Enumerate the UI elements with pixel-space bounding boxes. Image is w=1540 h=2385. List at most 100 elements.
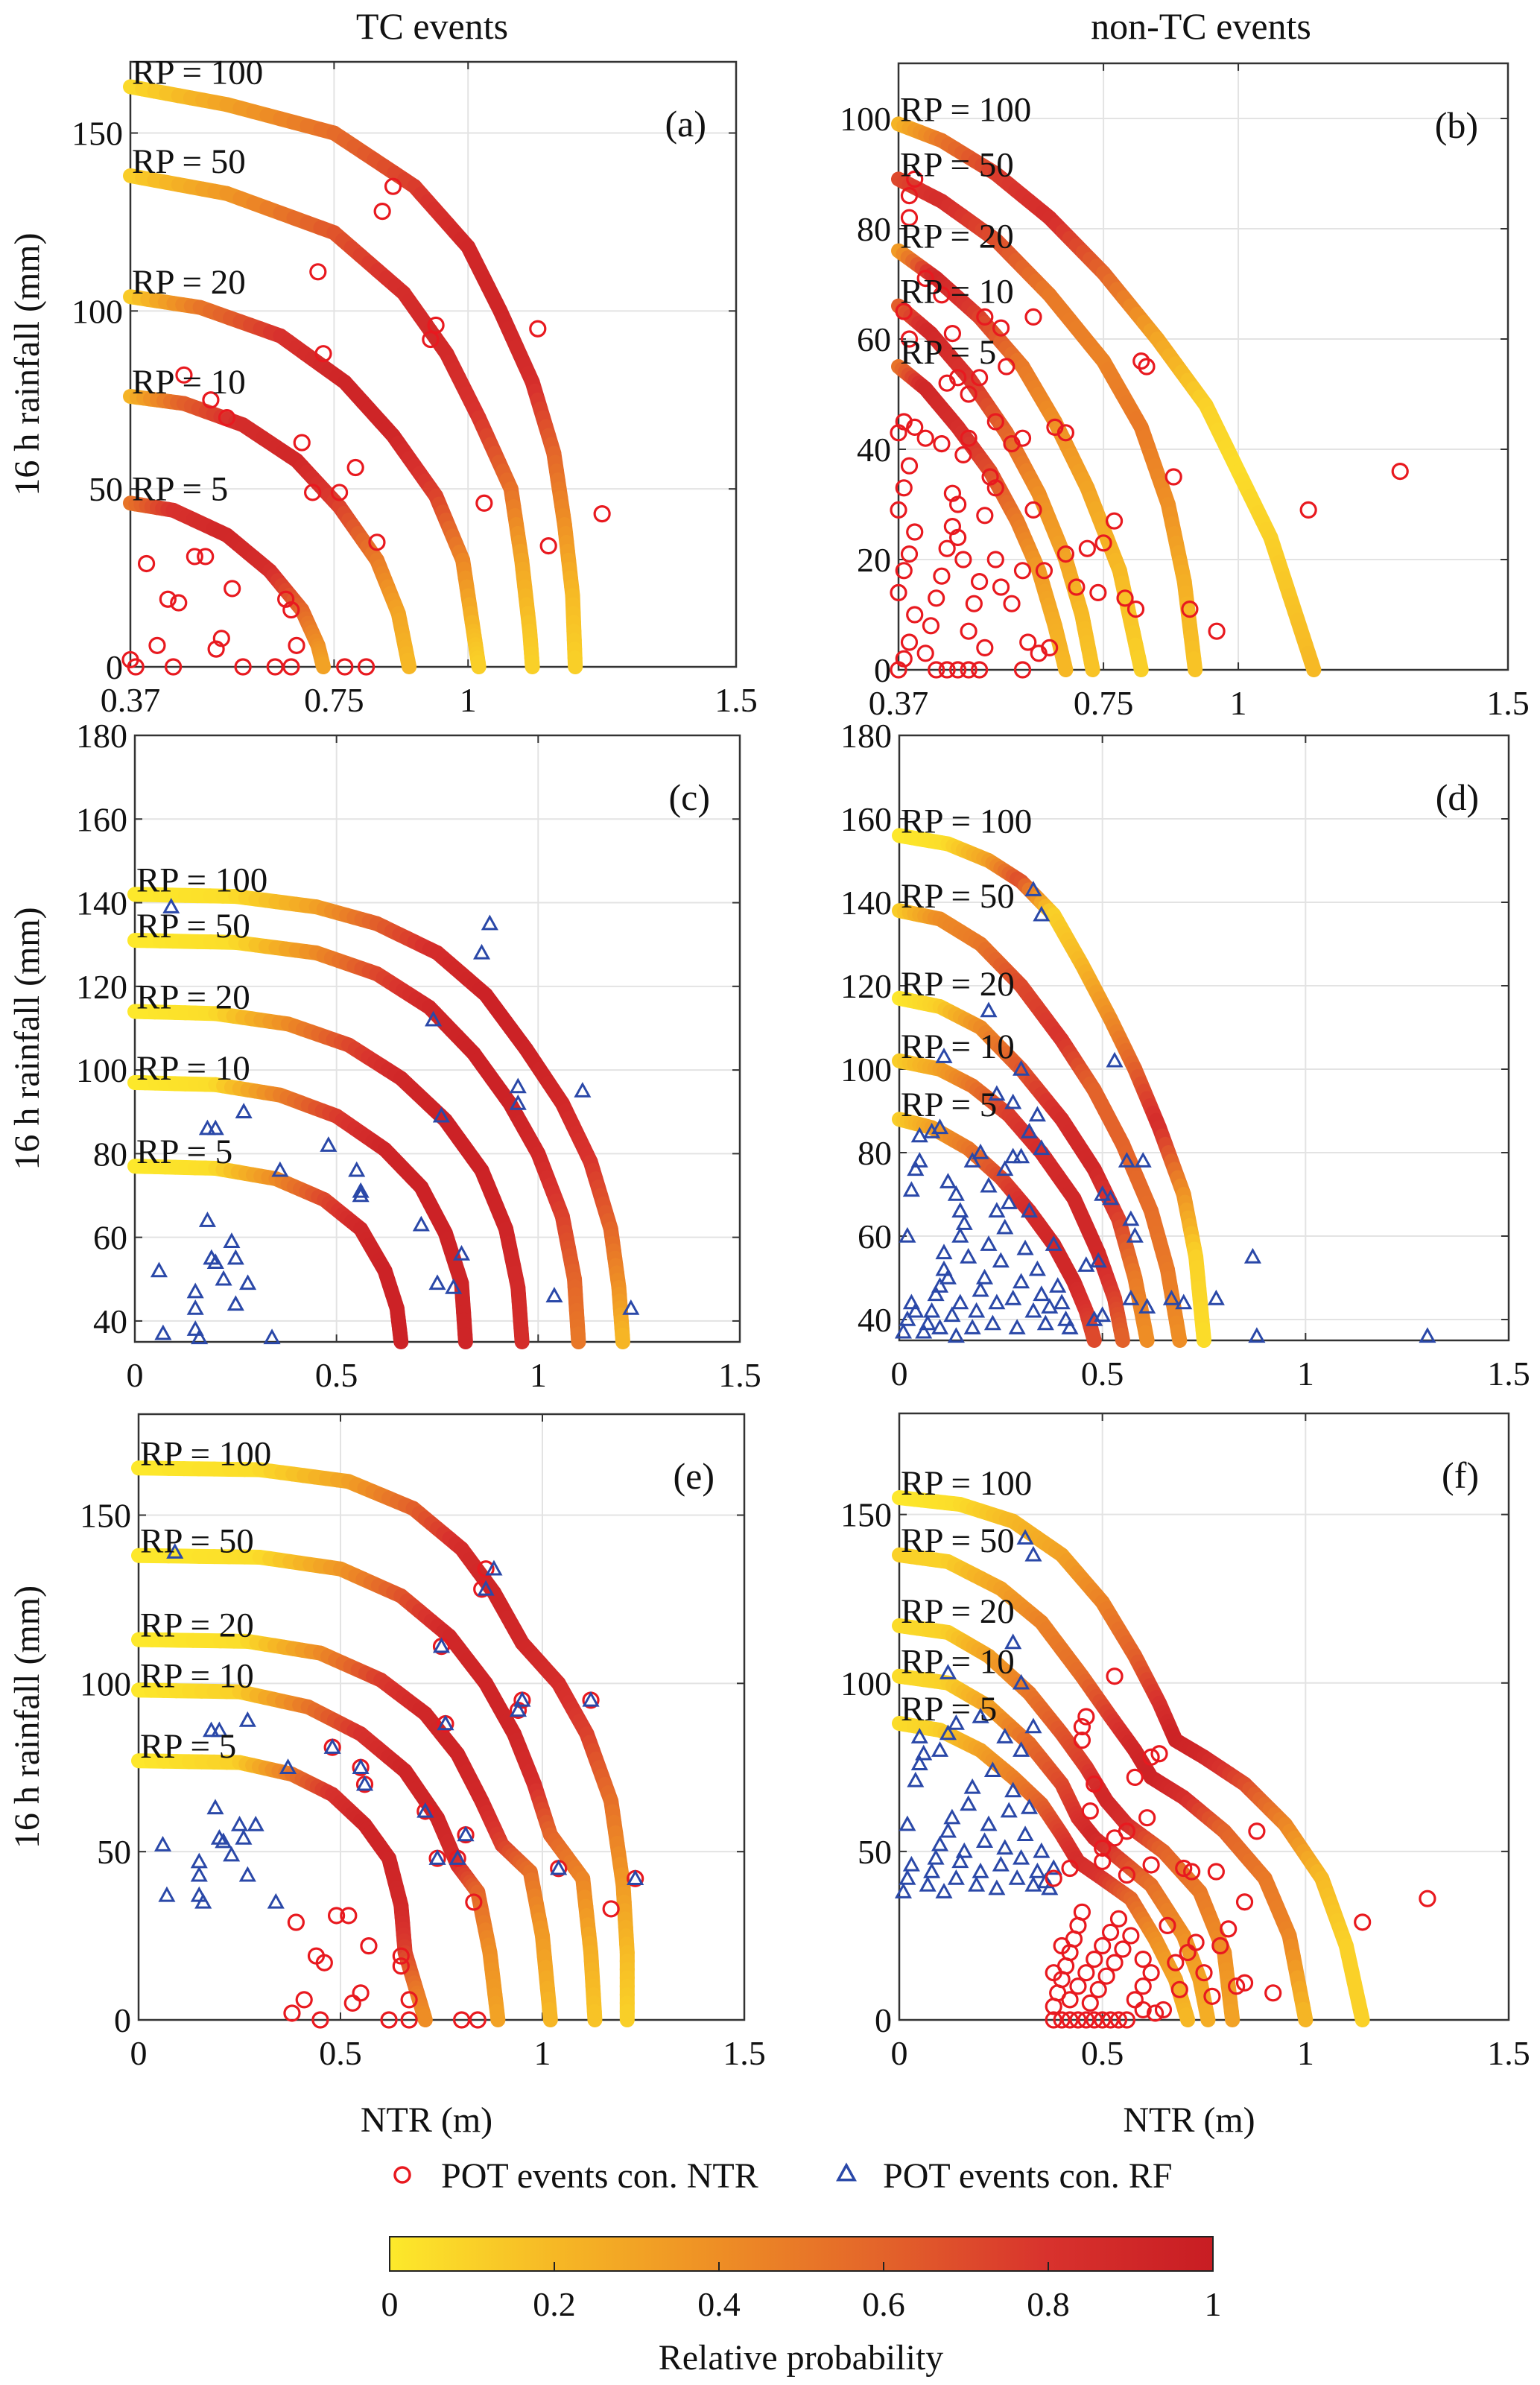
data-point-triangle xyxy=(1024,881,1042,896)
data-point-circle xyxy=(1101,1923,1120,1942)
data-point-circle xyxy=(1150,1745,1168,1763)
y-axis-label: 16 h rainfall (mm) xyxy=(7,232,47,495)
return-period-curve xyxy=(131,1460,635,2027)
data-point-triangle xyxy=(279,1758,297,1774)
column-title-tc: TC events xyxy=(356,5,508,47)
data-point-triangle xyxy=(1086,1310,1103,1326)
data-point-triangle xyxy=(1008,1869,1026,1885)
data-point-triangle xyxy=(352,1182,370,1198)
y-tick-label: 0 xyxy=(875,2001,892,2039)
data-point-circle xyxy=(1195,1964,1213,1982)
data-point-triangle xyxy=(951,1202,969,1218)
data-point-circle xyxy=(1116,589,1134,607)
data-point-triangle xyxy=(428,1849,446,1865)
data-point-circle xyxy=(943,484,961,502)
data-point-circle xyxy=(327,1907,346,1925)
plot-content xyxy=(892,1490,1436,2029)
data-point-triangle xyxy=(412,1215,430,1232)
x-axis-label: NTR (m) xyxy=(361,2100,492,2140)
data-point-triangle xyxy=(215,1270,232,1286)
data-point-circle xyxy=(1208,622,1226,640)
data-point-circle xyxy=(1175,1859,1193,1878)
data-point-triangle xyxy=(907,1160,925,1176)
data-point-triangle xyxy=(622,1299,640,1315)
data-point-triangle xyxy=(947,1869,965,1885)
data-point-triangle xyxy=(162,898,180,913)
data-point-circle xyxy=(1073,1717,1091,1736)
data-point-circle xyxy=(933,567,951,585)
return-period-curve xyxy=(892,1668,1216,2027)
rp-label: RP = 20 xyxy=(140,1606,254,1645)
legend: POT events con. NTR POT events con. RF xyxy=(393,2156,1172,2196)
data-point-circle xyxy=(943,325,961,343)
rp-label: RP = 5 xyxy=(136,1133,232,1171)
data-point-triangle xyxy=(980,1001,998,1018)
data-point-circle xyxy=(1073,1903,1091,1921)
data-point-triangle xyxy=(955,1214,973,1230)
curve-segment xyxy=(570,1326,586,1349)
data-point-circle xyxy=(1207,1863,1225,1881)
y-tick-label: 20 xyxy=(857,541,891,579)
data-point-circle xyxy=(1089,583,1107,602)
rp-label: RP = 50 xyxy=(900,145,1014,184)
data-point-circle xyxy=(1081,1802,1099,1820)
return-period-curve xyxy=(123,495,332,674)
data-point-triangle xyxy=(1094,1306,1112,1323)
data-point-circle xyxy=(928,589,945,607)
data-point-triangle xyxy=(472,943,491,960)
data-point-triangle xyxy=(416,1802,434,1818)
x-tick-label: 0.5 xyxy=(319,2034,362,2072)
data-point-triangle xyxy=(513,1691,531,1707)
return-period-curve xyxy=(127,933,586,1349)
data-point-triangle xyxy=(1045,1859,1062,1875)
data-point-triangle xyxy=(1243,1247,1261,1264)
return-period-curve xyxy=(123,79,583,674)
data-point-circle xyxy=(1003,595,1021,612)
data-point-triangle xyxy=(927,1849,945,1865)
data-point-circle xyxy=(1069,1977,1087,1995)
data-point-circle xyxy=(960,385,977,403)
data-point-triangle xyxy=(980,1235,998,1251)
data-point-triangle xyxy=(320,1136,338,1152)
data-point-circle xyxy=(295,1991,313,2009)
data-point-circle xyxy=(960,429,977,447)
plot-area xyxy=(130,62,736,667)
data-point-circle xyxy=(1053,2011,1071,2029)
data-point-circle xyxy=(954,551,972,568)
data-point-circle xyxy=(949,528,967,547)
x-tick-label: 1 xyxy=(460,681,477,719)
data-point-circle xyxy=(1203,1987,1221,2005)
data-point-circle xyxy=(1073,1732,1091,1749)
data-point-triangle xyxy=(923,1302,941,1318)
data-point-circle xyxy=(1086,2011,1103,2029)
data-point-triangle xyxy=(445,1278,463,1294)
curve-segment xyxy=(470,655,487,674)
data-point-circle xyxy=(970,661,989,679)
colorbar-tick-label: 0.6 xyxy=(862,2285,905,2323)
data-point-circle xyxy=(1105,512,1124,530)
data-point-triangle xyxy=(352,1186,370,1203)
y-tick-label: 0 xyxy=(874,651,891,689)
data-point-triangle xyxy=(1028,1862,1046,1878)
data-point-circle xyxy=(234,658,252,676)
data-point-circle xyxy=(283,2004,301,2022)
data-point-triangle xyxy=(582,1691,600,1707)
data-point-triangle xyxy=(509,1094,527,1110)
data-point-triangle xyxy=(247,1815,264,1831)
y-tick-label: 100 xyxy=(80,1665,131,1703)
colorbar-tick-label: 0.2 xyxy=(533,2285,576,2323)
data-point-triangle xyxy=(1020,1202,1039,1218)
rp-label: RP = 5 xyxy=(140,1727,236,1766)
data-point-triangle xyxy=(899,1226,916,1243)
data-point-circle xyxy=(890,583,907,602)
rp-label: RP = 5 xyxy=(901,1086,997,1124)
data-point-triangle xyxy=(627,1869,644,1885)
data-point-triangle xyxy=(223,1232,241,1248)
data-point-triangle xyxy=(1016,1529,1034,1545)
data-point-triangle xyxy=(432,1637,451,1653)
return-period-curve xyxy=(123,289,487,674)
data-point-triangle xyxy=(186,1282,204,1299)
data-point-circle xyxy=(315,1954,333,1971)
data-point-triangle xyxy=(206,1253,224,1270)
panel-tag: (b) xyxy=(1435,104,1478,146)
